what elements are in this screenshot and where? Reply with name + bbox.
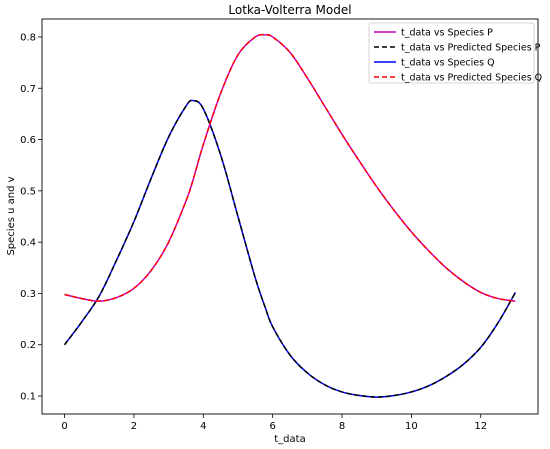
x-axis-label: t_data <box>274 434 305 445</box>
legend-label-4: t_data vs Predicted Species Q <box>401 73 542 84</box>
plot-frame <box>41 18 539 415</box>
y-tick-label: 0.4 <box>20 238 36 249</box>
series-line-3 <box>63 99 517 398</box>
plot-area: 0 2 4 6 8 10 12 0.1 0.2 0.3 0.4 0.5 0.6 0.7 0.8 <box>20 18 539 432</box>
series-layer <box>63 33 517 398</box>
series-line-2 <box>63 99 517 398</box>
y-axis-label: Species u and v <box>6 176 17 255</box>
legend-label-1: t_data vs Species P <box>401 28 493 39</box>
legend-box <box>368 22 535 84</box>
x-tick-label: 6 <box>269 421 275 432</box>
y-tick-label: 0.2 <box>20 340 36 351</box>
y-tick-label: 0.5 <box>20 186 36 197</box>
x-tick-label: 0 <box>61 421 67 432</box>
x-tick-label: 12 <box>474 421 487 432</box>
y-tick-label: 0.7 <box>20 84 36 95</box>
series-line-4 <box>64 33 516 302</box>
x-axis-ticks: 0 2 4 6 8 10 12 <box>61 414 487 432</box>
x-tick-label: 8 <box>339 421 345 432</box>
x-tick-label: 10 <box>405 421 418 432</box>
x-tick-label: 4 <box>200 421 206 432</box>
chart-title: Lotka-Volterra Model <box>228 3 351 17</box>
y-tick-label: 0.3 <box>20 289 36 300</box>
y-tick-label: 0.1 <box>20 392 36 403</box>
legend-label-2: t_data vs Predicted Species P <box>401 43 541 54</box>
y-tick-label: 0.6 <box>20 135 36 146</box>
y-axis-ticks: 0.1 0.2 0.3 0.4 0.5 0.6 0.7 0.8 <box>20 32 42 403</box>
y-tick-label: 0.8 <box>20 32 36 43</box>
legend: t_data vs Species P t_data vs Predicted S… <box>368 22 542 84</box>
legend-label-3: t_data vs Species Q <box>401 58 495 69</box>
x-tick-label: 2 <box>131 421 137 432</box>
